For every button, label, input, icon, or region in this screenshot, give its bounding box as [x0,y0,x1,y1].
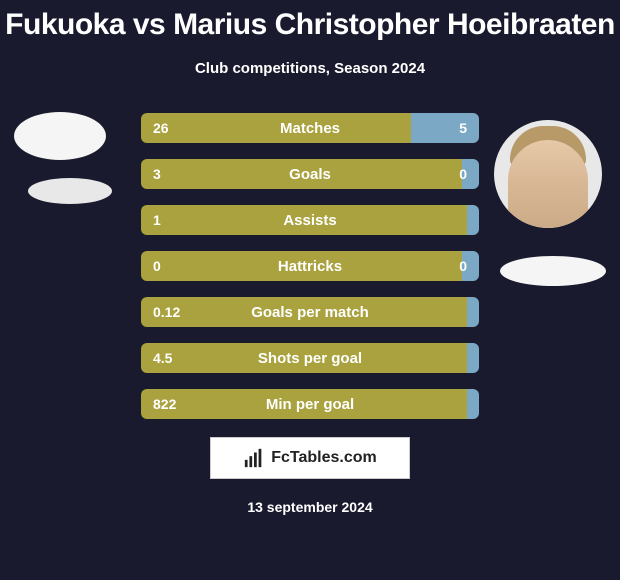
subtitle: Club competitions, Season 2024 [0,60,620,77]
stat-row: 30Goals [141,159,479,189]
stat-row: 1Assists [141,205,479,235]
stats-bars: 265Matches 30Goals 1Assists 00Hattricks 0.12… [141,113,479,419]
player-left-flag [28,178,112,204]
stat-row: 4.5Shots per goal [141,343,479,373]
stat-right-value [467,205,479,235]
player-right-avatar [494,120,602,228]
stat-left-value: 4.5 [141,343,467,373]
avatar-face [508,140,588,228]
stat-right-value [467,343,479,373]
player-right-flag [500,256,606,286]
stat-right-value: 5 [411,113,479,143]
stat-left-value: 1 [141,205,467,235]
stat-left-value: 0.12 [141,297,467,327]
stat-left-value: 26 [141,113,411,143]
stat-right-value [467,297,479,327]
stat-left-value: 0 [141,251,462,281]
stat-right-value: 0 [462,159,479,189]
stat-left-value: 3 [141,159,462,189]
stat-right-value [467,389,479,419]
stat-left-value: 822 [141,389,467,419]
stat-right-value: 0 [462,251,479,281]
comparison-container: Fukuoka vs Marius Christopher Hoeibraate… [0,0,620,580]
player-left-avatar [14,112,106,160]
fctables-logo-icon [243,447,265,469]
fctables-label: FcTables.com [271,449,377,467]
stat-row: 00Hattricks [141,251,479,281]
page-title: Fukuoka vs Marius Christopher Hoeibraate… [0,8,620,42]
date-text: 13 september 2024 [0,499,620,515]
stat-row: 0.12Goals per match [141,297,479,327]
fctables-badge[interactable]: FcTables.com [210,437,410,479]
stat-row: 822Min per goal [141,389,479,419]
stat-row: 265Matches [141,113,479,143]
